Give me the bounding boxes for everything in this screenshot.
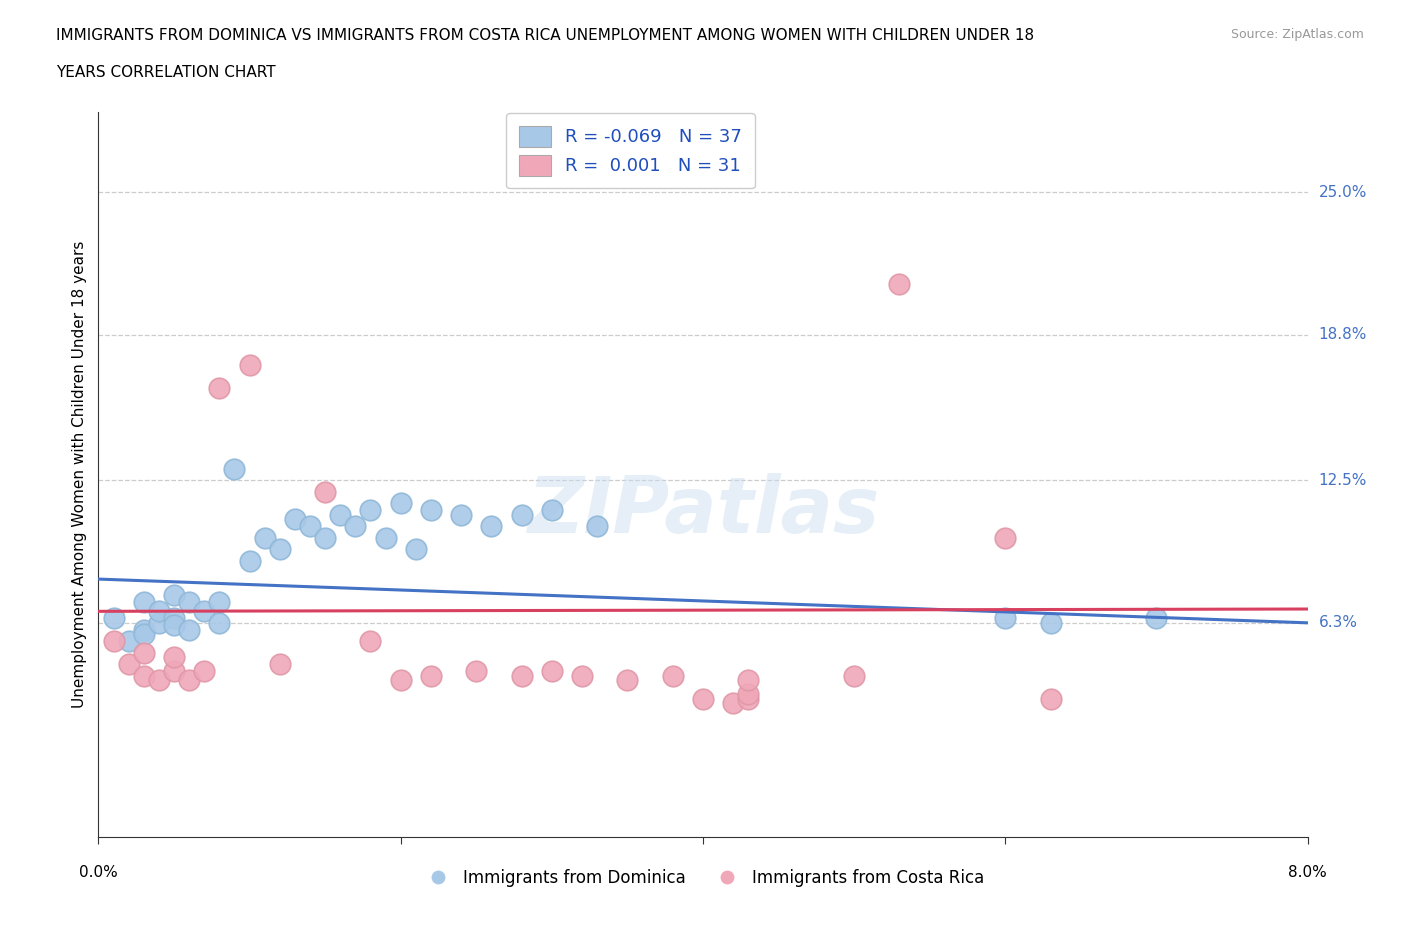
Point [132, 594, 155, 609]
Point [314, 485, 336, 499]
Point [359, 634, 381, 649]
Point [994, 611, 1017, 626]
Text: ZIPatlas: ZIPatlas [527, 472, 879, 549]
Text: 8.0%: 8.0% [1288, 865, 1327, 880]
Point [692, 691, 714, 706]
Text: 25.0%: 25.0% [1319, 185, 1367, 200]
Point [132, 627, 155, 642]
Point [329, 507, 352, 522]
Point [389, 673, 412, 688]
Point [284, 512, 307, 526]
Point [1039, 616, 1062, 631]
Point [479, 519, 503, 534]
Y-axis label: Unemployment Among Women with Children Under 18 years: Unemployment Among Women with Children U… [72, 241, 87, 708]
Point [163, 618, 186, 632]
Point [163, 588, 186, 603]
Point [419, 669, 441, 684]
Point [208, 616, 231, 631]
Point [616, 673, 638, 688]
Point [510, 507, 533, 522]
Point [239, 553, 262, 568]
Point [510, 669, 533, 684]
Point [148, 604, 170, 618]
Point [269, 541, 291, 556]
Legend: Immigrants from Dominica, Immigrants from Costa Rica: Immigrants from Dominica, Immigrants fro… [415, 863, 991, 894]
Point [163, 611, 186, 626]
Point [723, 696, 745, 711]
Point [239, 357, 262, 372]
Point [374, 530, 396, 545]
Point [103, 611, 125, 626]
Point [586, 519, 609, 534]
Point [889, 277, 911, 292]
Point [208, 594, 231, 609]
Point [1039, 691, 1062, 706]
Point [148, 616, 170, 631]
Point [224, 461, 246, 476]
Point [132, 669, 155, 684]
Point [737, 686, 759, 701]
Point [193, 604, 215, 618]
Point [269, 657, 291, 671]
Point [118, 657, 141, 671]
Point [661, 669, 683, 684]
Point [419, 502, 441, 517]
Point [1144, 611, 1167, 626]
Point [193, 664, 215, 679]
Point [179, 622, 201, 637]
Point [314, 530, 336, 545]
Point [737, 673, 759, 688]
Point [179, 673, 201, 688]
Text: 12.5%: 12.5% [1319, 472, 1367, 487]
Point [253, 530, 276, 545]
Point [344, 519, 367, 534]
Point [405, 541, 427, 556]
Point [737, 691, 759, 706]
Point [540, 502, 562, 517]
Point [994, 530, 1017, 545]
Text: 0.0%: 0.0% [79, 865, 118, 880]
Text: 6.3%: 6.3% [1319, 616, 1358, 631]
Point [132, 622, 155, 637]
Point [465, 664, 488, 679]
Point [132, 645, 155, 660]
Point [540, 664, 562, 679]
Point [450, 507, 472, 522]
Point [118, 634, 141, 649]
Text: YEARS CORRELATION CHART: YEARS CORRELATION CHART [56, 65, 276, 80]
Point [844, 669, 866, 684]
Point [179, 594, 201, 609]
Point [389, 496, 412, 511]
Text: IMMIGRANTS FROM DOMINICA VS IMMIGRANTS FROM COSTA RICA UNEMPLOYMENT AMONG WOMEN : IMMIGRANTS FROM DOMINICA VS IMMIGRANTS F… [56, 28, 1035, 43]
Text: 18.8%: 18.8% [1319, 327, 1367, 342]
Point [103, 634, 125, 649]
Point [163, 664, 186, 679]
Point [148, 673, 170, 688]
Point [299, 519, 322, 534]
Point [359, 502, 381, 517]
Point [208, 380, 231, 395]
Point [163, 650, 186, 665]
Text: Source: ZipAtlas.com: Source: ZipAtlas.com [1230, 28, 1364, 41]
Point [571, 669, 593, 684]
